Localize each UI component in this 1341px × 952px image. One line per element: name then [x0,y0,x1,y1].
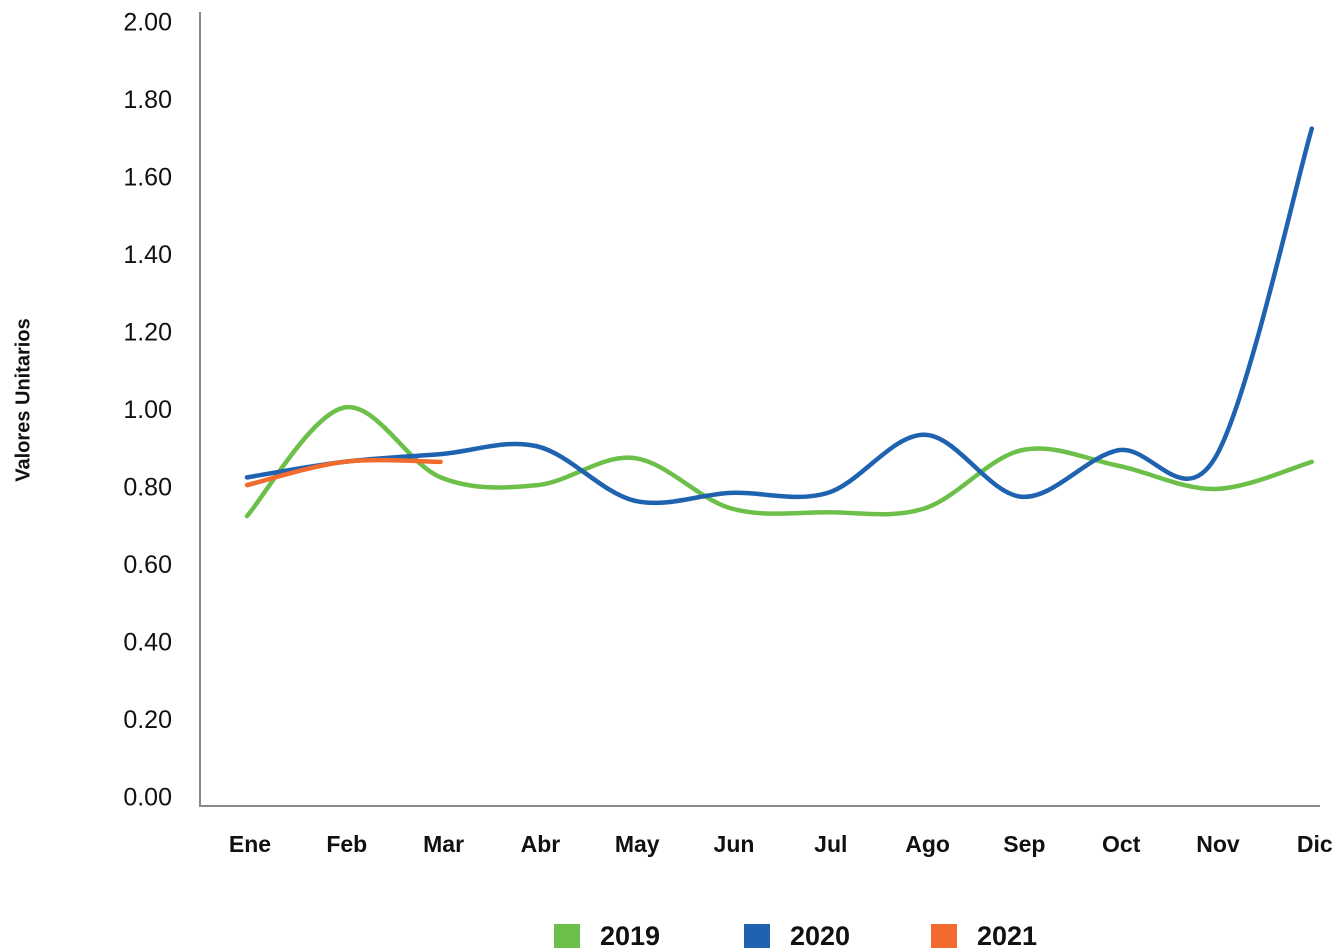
y-tick-label: 0.80 [123,474,172,502]
y-tick-label: 0.40 [123,629,172,657]
y-axis-label: Valores Unitarios [12,318,34,481]
legend-label: 2021 [977,921,1037,951]
x-tick-label: Nov [1196,831,1240,857]
y-tick-label: 0.00 [123,784,172,812]
x-tick-label: Jul [814,831,847,857]
y-tick-label: 1.60 [123,164,172,192]
x-tick-label: Ago [905,831,950,857]
x-tick-label: Mar [423,831,464,857]
x-tick-label: Feb [326,831,367,857]
x-tick-label: Jun [714,831,755,857]
x-tick-label: Sep [1003,831,1045,857]
legend-swatch [744,924,770,948]
y-tick-label: 0.20 [123,706,172,734]
x-tick-label: May [615,831,660,857]
legend-swatch [554,924,580,948]
y-tick-label: 2.00 [123,9,172,37]
x-tick-label: Abr [521,831,561,857]
x-tick-label: Ene [229,831,271,857]
y-tick-label: 1.80 [123,86,172,114]
y-tick-label: 0.60 [123,551,172,579]
y-tick-label: 1.20 [123,319,172,347]
x-tick-label: Dic [1297,831,1333,857]
legend-swatch [931,924,957,948]
legend-label: 2019 [600,921,660,951]
y-tick-label: 1.40 [123,241,172,269]
y-tick-label: 1.00 [123,396,172,424]
x-tick-label: Oct [1102,831,1141,857]
line [244,405,1315,519]
line [244,457,443,488]
legend-label: 2020 [790,921,850,951]
line [244,126,1315,506]
